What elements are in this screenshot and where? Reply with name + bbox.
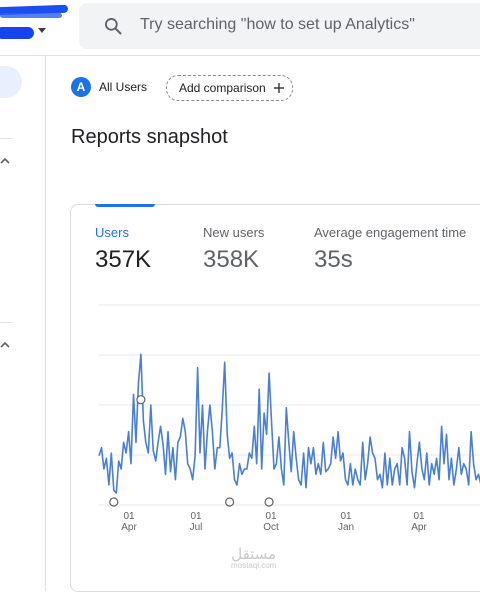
series-point-marker (264, 497, 274, 507)
metric-new-users[interactable]: New users 358K (203, 225, 264, 274)
overview-card: Users 357K New users 358K Average engage… (70, 204, 480, 592)
main-content: A All Users Add comparison Reports snaps… (46, 56, 480, 592)
x-tick-label-day: 01 (190, 511, 202, 522)
x-tick-label-day: 01 (340, 511, 352, 522)
segment-label: All Users (99, 80, 148, 94)
metric-value: 358K (203, 246, 260, 273)
series-line (98, 353, 480, 494)
property-name-redacted[interactable] (0, 27, 34, 39)
search-input[interactable]: Try searching "how to set up Analytics" (140, 16, 415, 33)
metric-avg-engagement[interactable]: Average engagement time 35s (314, 225, 466, 274)
series-point-marker (109, 497, 119, 507)
x-tick-label-month: Apr (121, 522, 137, 533)
metric-label: Average engagement time (314, 225, 467, 240)
nav-divider (0, 138, 12, 139)
metric-value: 35s (314, 246, 353, 273)
x-tick-label-month: Oct (263, 522, 279, 533)
top-bar: Try searching "how to set up Analytics" (0, 0, 480, 52)
add-comparison-button[interactable]: Add comparison (166, 75, 293, 101)
x-tick-label-month: Apr (411, 522, 427, 533)
x-tick-label-day: 01 (413, 511, 425, 522)
x-tick-label-month: Jul (190, 522, 203, 533)
x-tick-label-day: 01 (265, 511, 277, 522)
search-icon (105, 18, 122, 35)
watermark-latin: mostaql.com (231, 561, 277, 570)
segment-avatar: A (71, 77, 91, 97)
watermark-arabic: مستقل (231, 545, 277, 563)
segment-chip[interactable]: A All Users (71, 77, 147, 97)
series-point-marker (225, 497, 235, 507)
nav-divider (0, 322, 12, 323)
metric-label: New users (203, 225, 265, 240)
chevron-up-icon[interactable] (0, 157, 10, 165)
series-point-marker (136, 395, 146, 405)
nav-item-active[interactable] (0, 66, 22, 98)
metric-users[interactable]: Users 357K (95, 225, 151, 274)
left-nav (0, 56, 46, 591)
active-metric-indicator (95, 204, 155, 207)
chevron-up-icon[interactable] (0, 341, 10, 349)
page-title: Reports snapshot (71, 126, 228, 148)
account-name-redacted-line (0, 13, 62, 18)
metric-value: 357K (95, 246, 152, 273)
plus-icon (273, 83, 284, 93)
search-bar[interactable]: Try searching "how to set up Analytics" (79, 3, 480, 49)
x-tick-label-day: 01 (123, 511, 135, 522)
metric-label: Users (95, 225, 129, 240)
add-comparison-label: Add comparison (179, 81, 266, 95)
x-tick-label-month: Jan (338, 522, 354, 533)
property-caret-icon[interactable] (38, 28, 46, 33)
top-divider (0, 55, 480, 56)
watermark: مستقل mostaql.com (231, 545, 276, 570)
